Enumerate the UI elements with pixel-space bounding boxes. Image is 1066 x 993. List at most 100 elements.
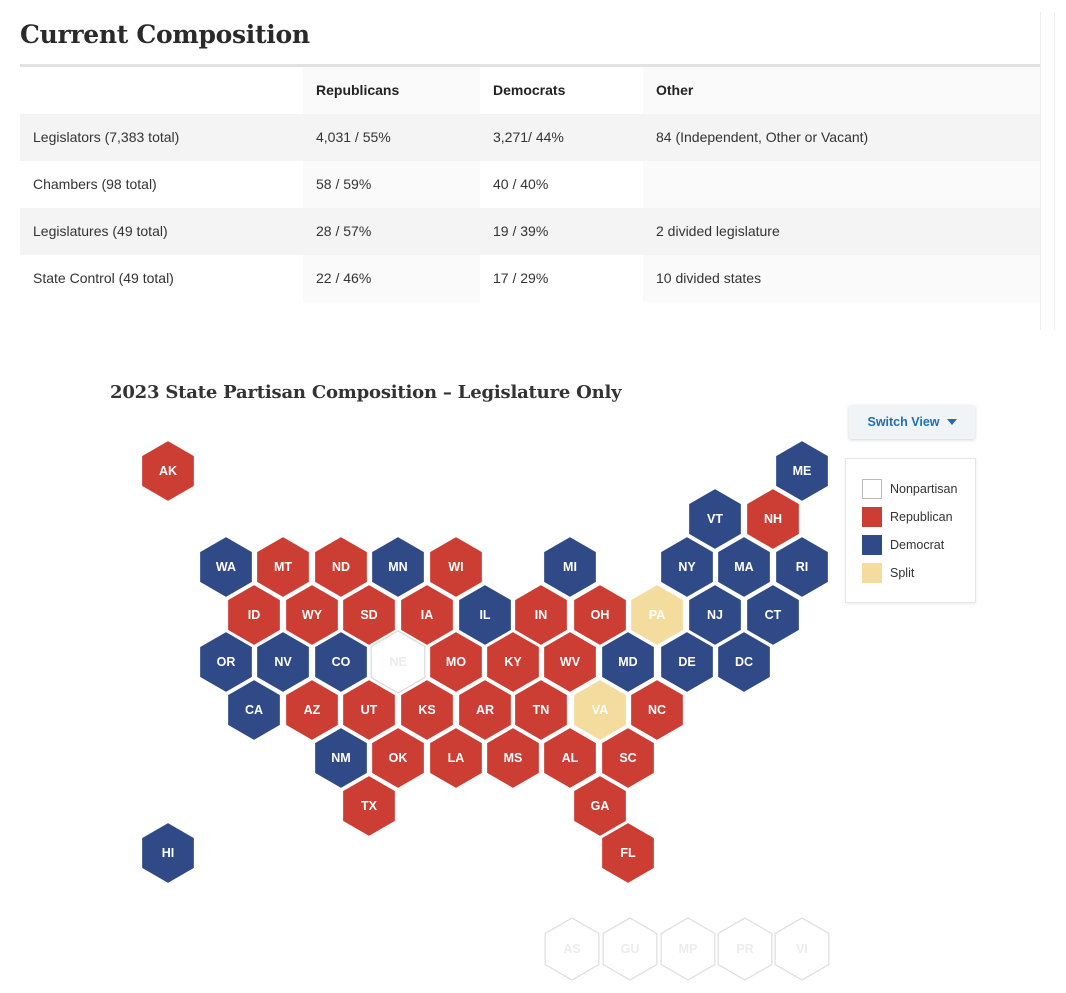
legend-label: Nonpartisan xyxy=(890,482,958,496)
state-hex-ma[interactable]: MA xyxy=(716,534,772,600)
switch-view-label: Switch View xyxy=(867,415,940,429)
state-hex-ok[interactable]: OK xyxy=(370,725,426,791)
legend-item-nonpartisan: Nonpartisan xyxy=(862,475,975,503)
state-hex-me[interactable]: ME xyxy=(774,438,830,504)
state-hex-shape[interactable] xyxy=(226,582,282,648)
column-header-democrats: Democrats xyxy=(480,65,643,114)
state-hex-shape[interactable] xyxy=(140,820,196,886)
state-hex-shape[interactable] xyxy=(313,629,369,695)
state-hex-shape[interactable] xyxy=(600,629,656,695)
state-hex-shape[interactable] xyxy=(370,534,426,600)
state-hex-ak[interactable]: AK xyxy=(140,438,196,504)
state-hex-shape[interactable] xyxy=(572,677,628,743)
state-hex-al[interactable]: AL xyxy=(542,725,598,791)
state-hex-shape[interactable] xyxy=(716,629,772,695)
state-hex-gu[interactable]: GU xyxy=(602,917,658,981)
state-hex-shape[interactable] xyxy=(284,582,340,648)
state-hex-shape[interactable] xyxy=(745,486,801,552)
state-hex-shape[interactable] xyxy=(485,725,541,791)
state-hex-shape[interactable] xyxy=(198,629,254,695)
state-hex-shape[interactable] xyxy=(600,725,656,791)
state-hex-nc[interactable]: NC xyxy=(629,677,685,743)
state-hex-shape[interactable] xyxy=(687,582,743,648)
state-hex-mi[interactable]: MI xyxy=(542,534,598,600)
state-hex-shape[interactable] xyxy=(313,725,369,791)
state-hex-hi[interactable]: HI xyxy=(140,820,196,886)
cell-democrats: 17 / 29% xyxy=(480,254,643,302)
cell-republicans: 28 / 57% xyxy=(303,207,480,255)
state-hex-shape[interactable] xyxy=(428,725,484,791)
state-hex-shape[interactable] xyxy=(745,582,801,648)
row-label: Legislatures (49 total) xyxy=(20,207,303,255)
state-hex-shape[interactable] xyxy=(572,582,628,648)
state-hex-shape[interactable] xyxy=(629,582,685,648)
state-hex-shape[interactable] xyxy=(717,917,773,981)
state-hex-shape[interactable] xyxy=(600,820,656,886)
state-hex-shape[interactable] xyxy=(629,677,685,743)
state-hex-shape[interactable] xyxy=(341,773,397,839)
democrat-swatch xyxy=(862,535,882,555)
state-hex-shape[interactable] xyxy=(687,486,743,552)
legend-item-republican: Republican xyxy=(862,503,975,531)
state-hex-ks[interactable]: KS xyxy=(399,677,455,743)
legend-label: Split xyxy=(890,566,915,580)
state-hex-shape[interactable] xyxy=(341,677,397,743)
legend-label: Republican xyxy=(890,510,953,524)
republican-swatch xyxy=(862,507,882,527)
state-hex-shape[interactable] xyxy=(513,582,569,648)
state-hex-vi[interactable]: VI xyxy=(774,917,830,981)
state-hex-shape[interactable] xyxy=(485,629,541,695)
state-hex-shape[interactable] xyxy=(313,534,369,600)
state-hex-shape[interactable] xyxy=(542,534,598,600)
state-hex-shape[interactable] xyxy=(226,677,282,743)
state-hex-shape[interactable] xyxy=(659,534,715,600)
state-hex-shape[interactable] xyxy=(428,629,484,695)
state-hex-shape[interactable] xyxy=(774,438,830,504)
cell-republicans: 58 / 59% xyxy=(303,160,480,208)
state-hex-shape[interactable] xyxy=(542,629,598,695)
state-hex-shape[interactable] xyxy=(602,917,658,981)
state-hex-as[interactable]: AS xyxy=(544,917,600,981)
state-hex-az[interactable]: AZ xyxy=(284,677,340,743)
state-hex-shape[interactable] xyxy=(774,534,830,600)
state-hex-shape[interactable] xyxy=(284,677,340,743)
cell-republicans: 4,031 / 55% xyxy=(303,113,480,161)
state-hex-shape[interactable] xyxy=(572,773,628,839)
state-hex-shape[interactable] xyxy=(428,534,484,600)
section-title: Current Composition xyxy=(20,20,310,49)
state-hex-shape[interactable] xyxy=(198,534,254,600)
state-hex-nh[interactable]: NH xyxy=(745,486,801,552)
state-hex-shape[interactable] xyxy=(399,677,455,743)
state-hex-shape[interactable] xyxy=(716,534,772,600)
composition-table: Republicans Democrats Other Legislators … xyxy=(20,64,1040,302)
state-hex-shape[interactable] xyxy=(370,630,426,694)
state-hex-shape[interactable] xyxy=(513,677,569,743)
state-hex-shape[interactable] xyxy=(370,725,426,791)
state-hex-shape[interactable] xyxy=(341,582,397,648)
state-hex-shape[interactable] xyxy=(659,629,715,695)
state-hex-shape[interactable] xyxy=(457,582,513,648)
state-hex-shape[interactable] xyxy=(140,438,196,504)
state-hex-shape[interactable] xyxy=(255,534,311,600)
state-hex-pr[interactable]: PR xyxy=(717,917,773,981)
switch-view-button[interactable]: Switch View xyxy=(849,405,975,439)
state-hex-ri[interactable]: RI xyxy=(774,534,830,600)
map-title: 2023 State Partisan Composition – Legisl… xyxy=(110,382,622,403)
state-hex-shape[interactable] xyxy=(544,917,600,981)
legend-item-democrat: Democrat xyxy=(862,531,975,559)
table-row: Legislatures (49 total) 28 / 57% 19 / 39… xyxy=(20,207,1040,255)
state-hex-mt[interactable]: MT xyxy=(255,534,311,600)
state-hex-shape[interactable] xyxy=(542,725,598,791)
state-hex-mn[interactable]: MN xyxy=(370,534,426,600)
state-hex-mp[interactable]: MP xyxy=(660,917,716,981)
state-hex-la[interactable]: LA xyxy=(428,725,484,791)
state-hex-wi[interactable]: WI xyxy=(428,534,484,600)
state-hex-shape[interactable] xyxy=(255,629,311,695)
state-hex-shape[interactable] xyxy=(660,917,716,981)
state-hex-shape[interactable] xyxy=(774,917,830,981)
cell-democrats: 40 / 40% xyxy=(480,160,643,208)
legend-label: Democrat xyxy=(890,538,945,552)
state-hex-shape[interactable] xyxy=(399,582,455,648)
state-hex-shape[interactable] xyxy=(457,677,513,743)
